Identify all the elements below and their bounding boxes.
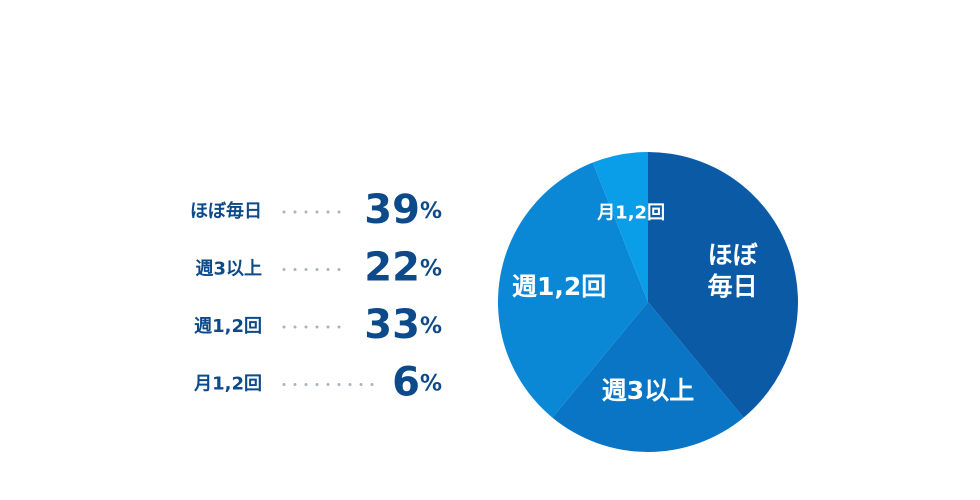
slice-label: ほぼ毎日 <box>708 241 759 301</box>
value-unit: % <box>420 372 442 397</box>
value-label: 33% <box>364 302 442 348</box>
slice-label: 週1,2回 <box>512 272 606 301</box>
leader-dot <box>293 210 297 214</box>
leader-dot <box>304 268 308 271</box>
leader-dot <box>315 325 319 329</box>
leader-dot <box>315 383 319 386</box>
value-number: 6 <box>392 360 420 406</box>
value-number: 33 <box>364 302 420 348</box>
value-number: 39 <box>364 187 420 233</box>
value-unit: % <box>420 314 442 339</box>
leader-dot <box>348 383 352 386</box>
leader-dot <box>326 383 330 386</box>
leader-dot <box>304 210 308 214</box>
value-label: 22% <box>364 245 442 291</box>
slice-label-line: 毎日 <box>708 272 758 301</box>
leader-dot <box>337 325 341 329</box>
leader-dot <box>293 325 297 329</box>
value-number: 22 <box>364 245 420 291</box>
leader-dot <box>293 268 297 271</box>
leader-dot <box>304 383 308 386</box>
leader-dot <box>304 325 308 329</box>
leader-dot <box>359 383 363 386</box>
leader-dot <box>326 268 330 271</box>
value-unit: % <box>420 257 442 282</box>
legend-label: 月1,2回 <box>193 374 262 395</box>
leader-dot <box>293 383 297 386</box>
slice-label: 月1,2回 <box>596 203 665 224</box>
leader-dot <box>282 325 286 329</box>
pie-slice <box>552 302 744 452</box>
leader-dot <box>337 383 341 386</box>
leader-dot <box>282 210 286 214</box>
leader-dot <box>282 383 286 386</box>
leader-dot <box>370 383 374 386</box>
slice-label: 週3以上 <box>602 376 694 405</box>
leader-dot <box>326 210 330 214</box>
value-label: 6% <box>392 360 442 406</box>
legend-label: ほぼ毎日 <box>190 200 262 222</box>
leader-dot <box>315 210 319 214</box>
legend-label: 週1,2回 <box>194 316 262 337</box>
slice-label-line: ほぼ <box>708 241 759 270</box>
value-unit: % <box>420 199 442 224</box>
leader-dot <box>337 268 341 271</box>
leader-dot <box>326 325 330 329</box>
value-label: 39% <box>364 187 442 233</box>
pie-slice <box>592 152 648 302</box>
leader-dot <box>337 210 341 214</box>
legend-label: 週3以上 <box>195 259 262 280</box>
pie-slice <box>498 162 648 418</box>
leader-dot <box>315 268 319 271</box>
leader-dot <box>282 268 286 271</box>
pie-slice <box>648 152 799 418</box>
